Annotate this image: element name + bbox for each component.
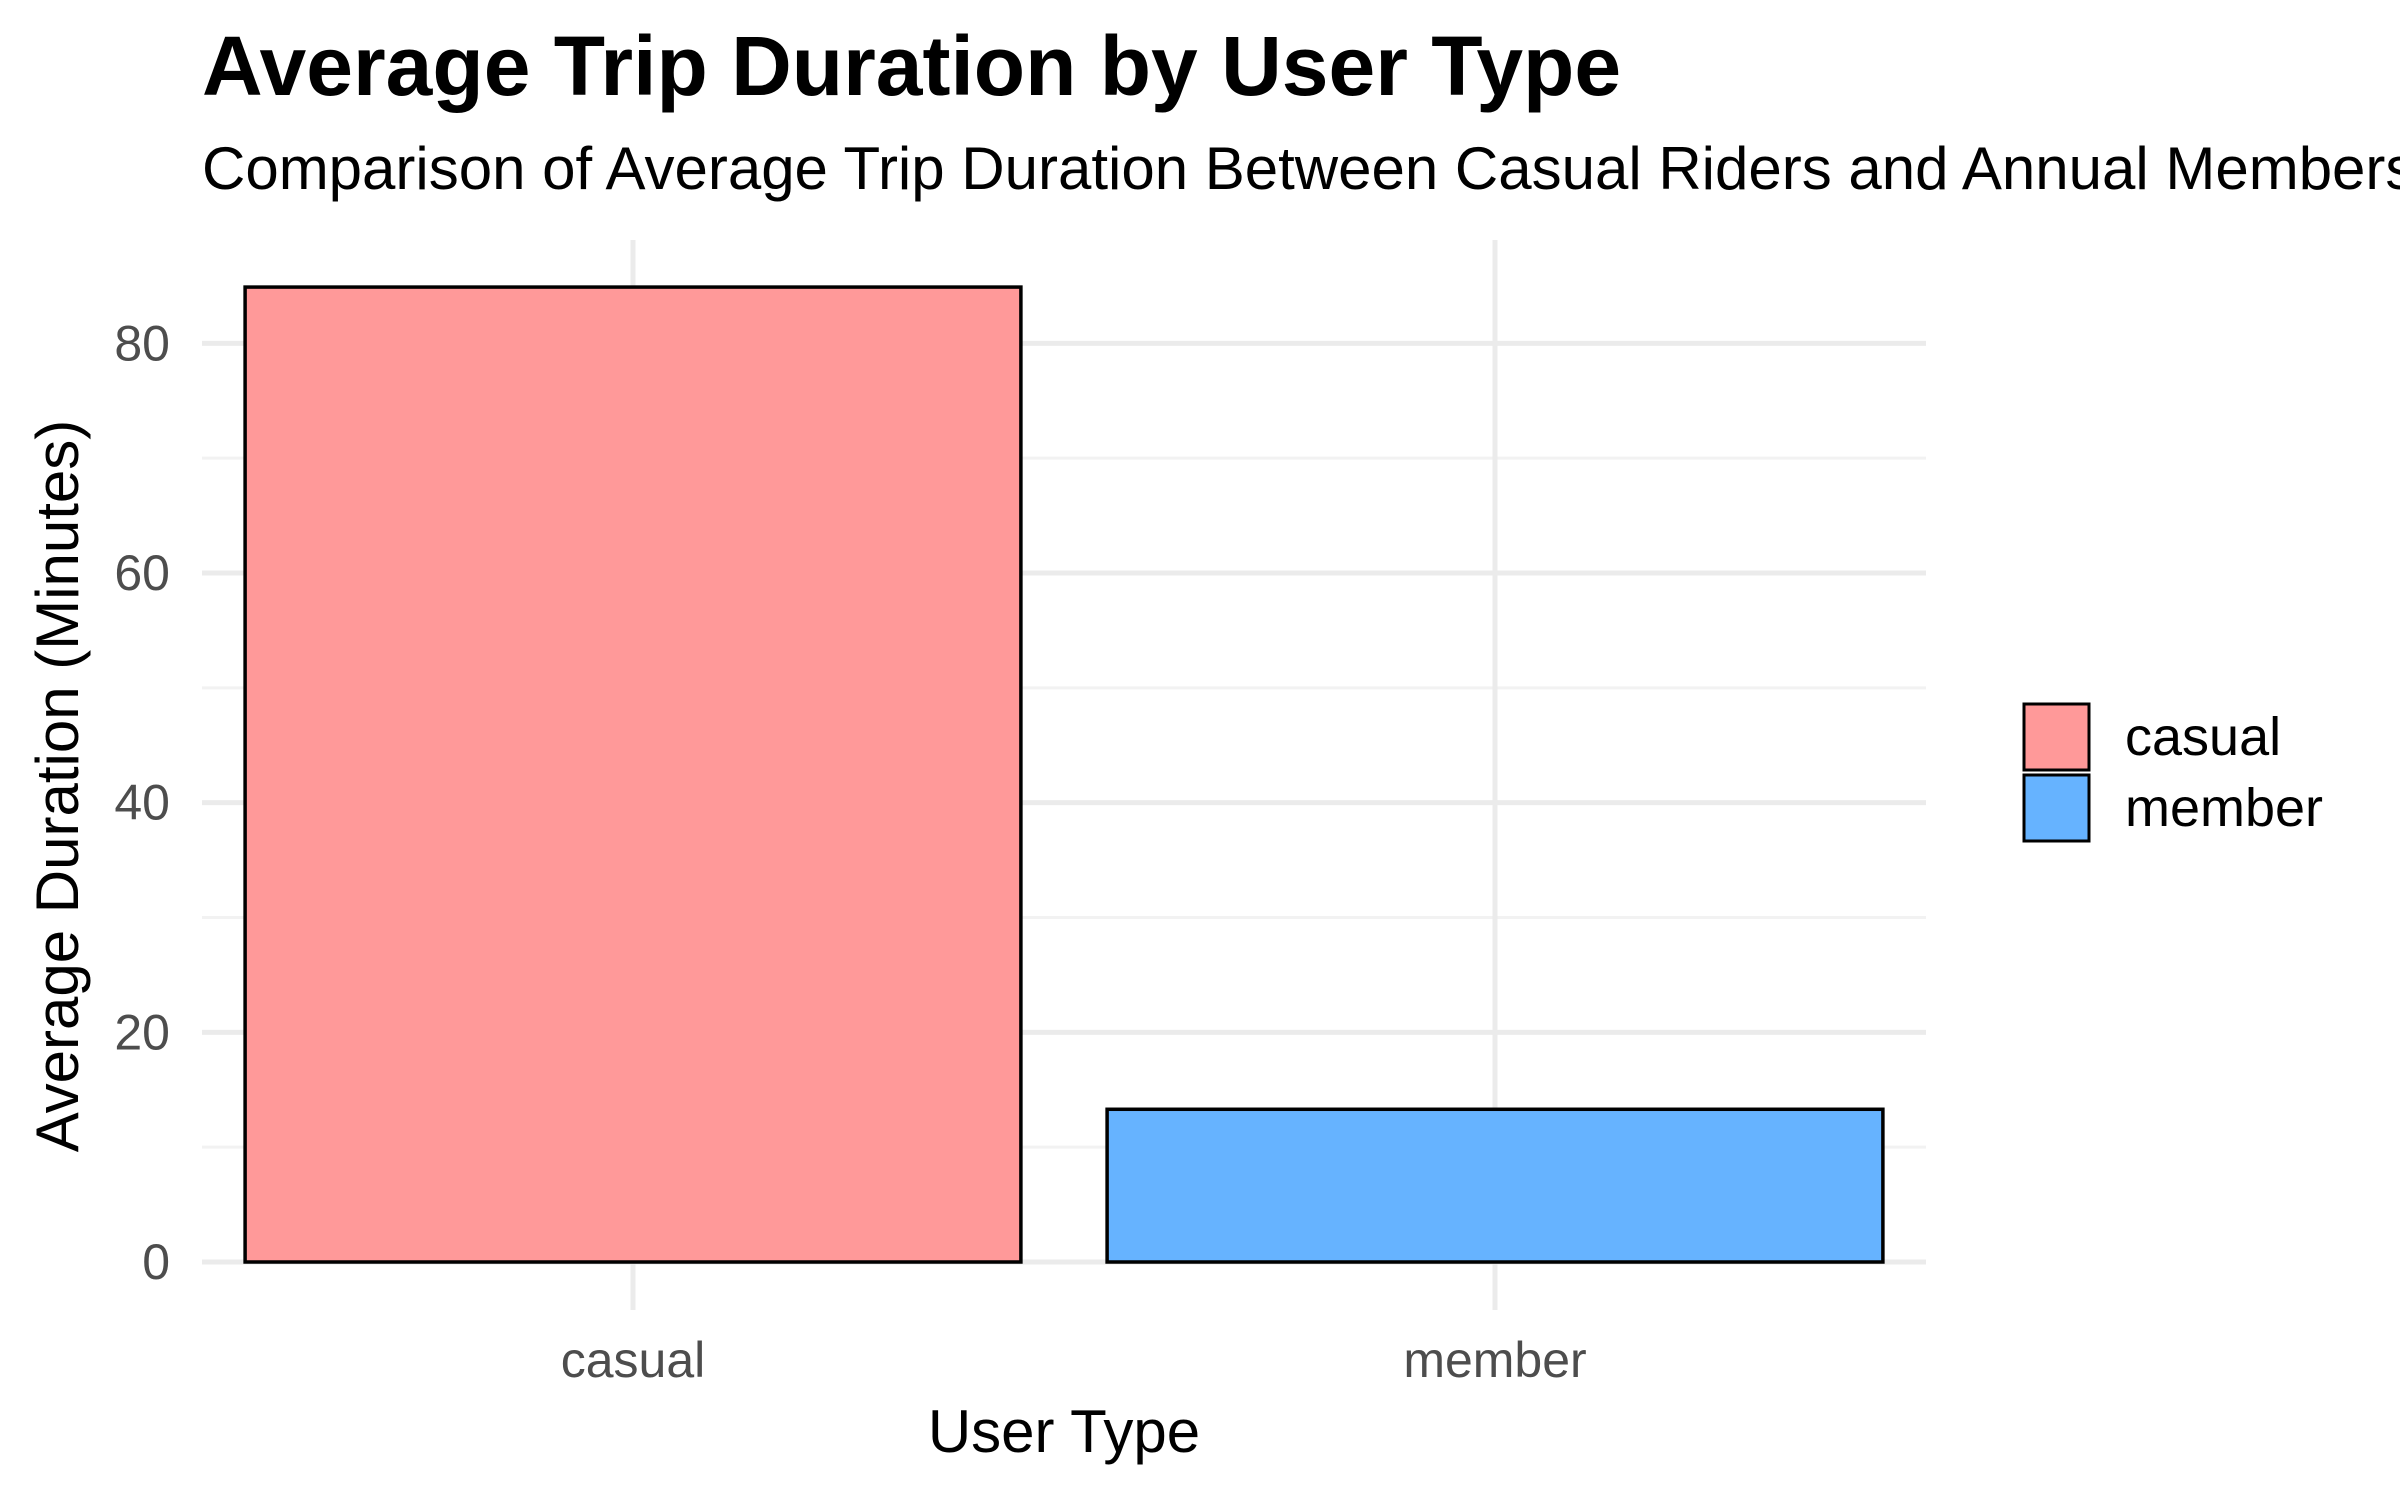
y-tick-label: 80	[114, 315, 170, 371]
chart-title: Average Trip Duration by User Type	[202, 19, 1622, 113]
bar-member	[1105, 1107, 1885, 1264]
legend: casual member	[2022, 702, 2323, 843]
y-tick-label: 60	[114, 545, 170, 601]
legend-swatch-member	[2022, 773, 2091, 843]
x-tick-label: member	[1403, 1332, 1586, 1388]
x-axis-title: User Type	[928, 1398, 1200, 1465]
legend-label-casual: casual	[2125, 707, 2281, 767]
bar-casual	[243, 285, 1023, 1264]
x-tick-label: casual	[561, 1332, 706, 1388]
y-axis-title: Average Duration (Minutes)	[24, 420, 91, 1153]
legend-swatch-casual	[2022, 702, 2091, 772]
x-axis-ticks: casual member	[561, 1332, 1587, 1388]
bars	[243, 285, 1885, 1264]
y-tick-label: 40	[114, 775, 170, 831]
y-tick-label: 20	[114, 1004, 170, 1060]
chart-subtitle: Comparison of Average Trip Duration Betw…	[202, 135, 2400, 202]
y-tick-label: 0	[142, 1234, 170, 1290]
y-axis-ticks: 0 20 40 60 80	[114, 315, 170, 1290]
legend-label-member: member	[2125, 778, 2323, 838]
